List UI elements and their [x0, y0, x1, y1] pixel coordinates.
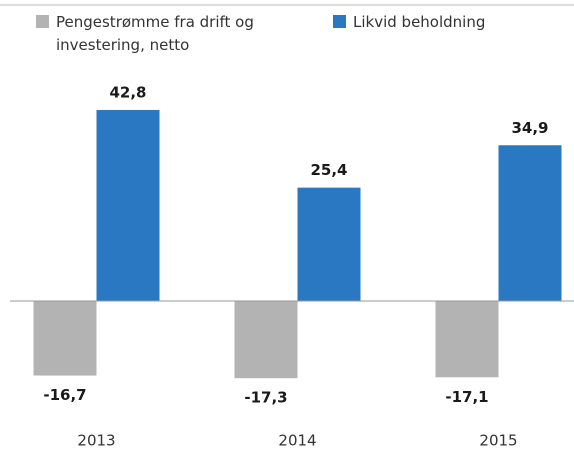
legend-swatch	[36, 15, 49, 28]
value-label: -16,7	[43, 386, 86, 404]
value-label: -17,1	[445, 388, 488, 406]
value-label: 42,8	[109, 84, 146, 102]
x-tick-label: 2013	[77, 432, 115, 450]
bar	[498, 145, 562, 301]
value-label: -17,3	[244, 389, 287, 407]
legend-label: Pengestrømme fra drift og investering, n…	[56, 13, 254, 54]
bar	[96, 110, 160, 301]
bar	[234, 301, 298, 379]
value-label: 25,4	[310, 161, 347, 179]
bar	[33, 301, 97, 376]
bar	[435, 301, 499, 378]
legend-swatch	[333, 15, 346, 28]
x-tick-label: 2015	[479, 432, 517, 450]
legend-label: Likvid beholdning	[353, 13, 486, 31]
bar	[297, 187, 361, 301]
x-tick-label: 2014	[278, 432, 316, 450]
value-label: 34,9	[511, 119, 548, 137]
